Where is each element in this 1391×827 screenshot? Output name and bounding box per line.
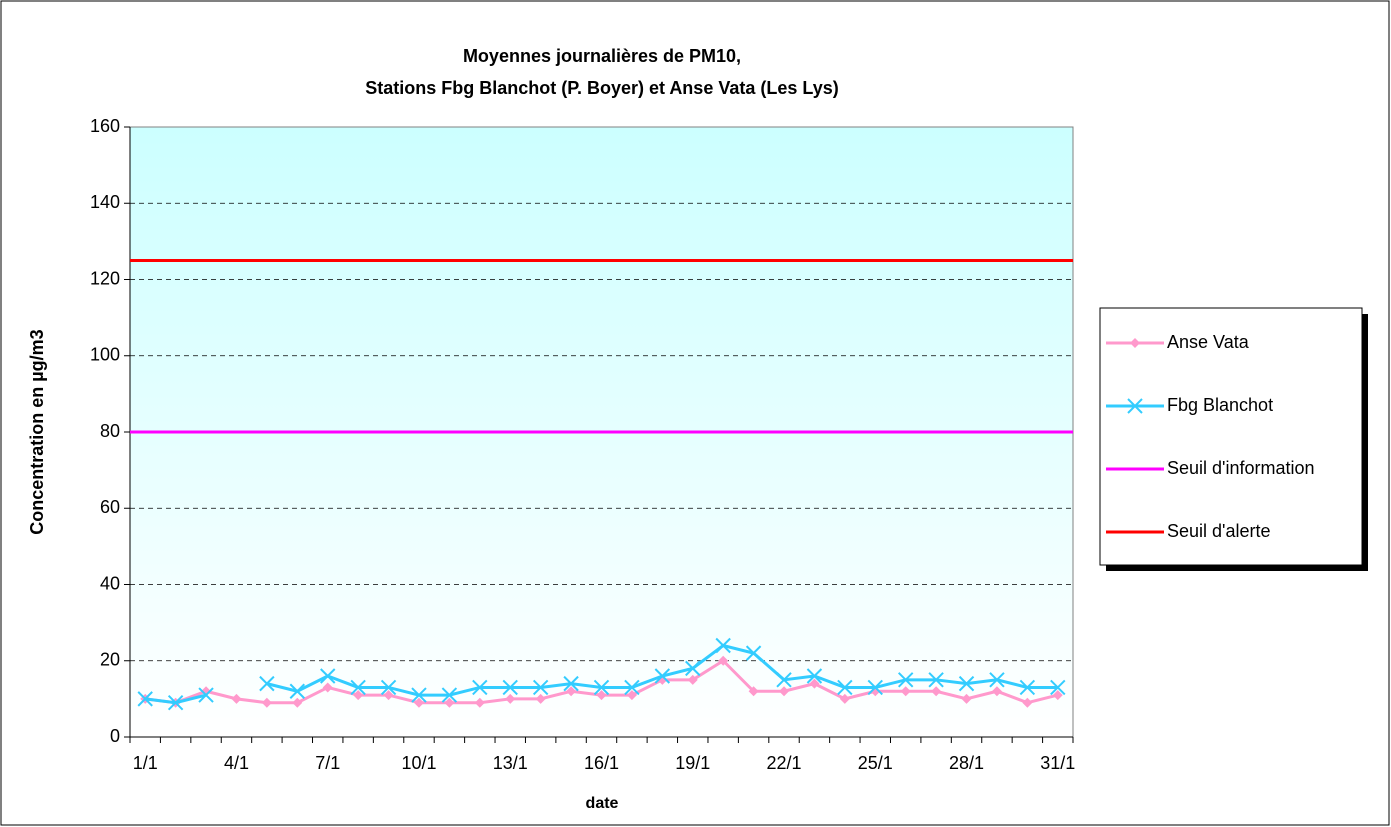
marker (472, 679, 488, 696)
marker (444, 697, 455, 708)
chart-subtitle: Stations Fbg Blanchot (P. Boyer) et Anse… (365, 78, 838, 98)
marker (593, 679, 610, 696)
x-tick-label: 22/1 (766, 753, 801, 773)
legend-label: Fbg Blanchot (1167, 395, 1273, 415)
marker (259, 675, 275, 692)
marker (776, 672, 792, 688)
legend-label: Seuil d'alerte (1167, 521, 1271, 541)
y-axis-label: Concentration en µg/m3 (27, 329, 47, 534)
marker (566, 686, 577, 697)
marker (839, 693, 850, 704)
x-tick-label: 19/1 (675, 753, 710, 773)
marker (413, 697, 424, 708)
marker (1019, 679, 1036, 696)
marker (718, 655, 729, 666)
y-tick-label: 80 (100, 421, 120, 441)
marker (1022, 697, 1033, 708)
marker (806, 668, 823, 684)
marker (563, 675, 579, 692)
marker (1050, 679, 1066, 696)
marker (715, 637, 731, 654)
marker (654, 668, 671, 684)
x-tick-label: 28/1 (949, 753, 984, 773)
marker (991, 686, 1002, 697)
x-tick-label: 25/1 (858, 753, 893, 773)
x-tick-label: 31/1 (1040, 753, 1075, 773)
marker (322, 682, 333, 693)
legend-marker (1130, 338, 1140, 348)
marker (745, 645, 762, 661)
marker (380, 679, 397, 696)
marker (474, 697, 485, 708)
marker (685, 660, 701, 677)
marker (532, 679, 549, 696)
y-tick-label: 60 (100, 497, 120, 517)
marker (383, 690, 394, 701)
marker (989, 672, 1005, 688)
marker (137, 691, 153, 707)
x-tick-label: 13/1 (493, 753, 528, 773)
x-tick-label: 4/1 (224, 753, 249, 773)
legend-label: Anse Vata (1167, 332, 1250, 352)
x-axis-label: date (586, 795, 619, 812)
legend (1099, 307, 1363, 566)
marker (958, 675, 975, 692)
y-tick-label: 40 (100, 573, 120, 593)
marker (505, 693, 516, 704)
legend-marker (1127, 398, 1143, 414)
marker (961, 693, 972, 704)
marker (320, 668, 336, 684)
marker (837, 679, 853, 696)
marker (624, 679, 640, 696)
marker (687, 674, 698, 685)
marker (626, 690, 637, 701)
marker (350, 679, 366, 696)
marker (596, 690, 607, 701)
marker (1052, 690, 1063, 701)
y-tick-label: 140 (90, 192, 120, 212)
marker (779, 686, 790, 697)
marker (411, 687, 427, 703)
marker (441, 687, 458, 703)
marker (809, 678, 820, 689)
y-tick-label: 160 (90, 116, 120, 136)
marker (231, 693, 242, 704)
marker (535, 693, 546, 704)
x-tick-label: 1/1 (133, 753, 158, 773)
marker (289, 683, 306, 699)
marker (900, 686, 911, 697)
y-tick-label: 20 (100, 650, 120, 670)
x-tick-label: 7/1 (315, 753, 340, 773)
marker (353, 690, 364, 701)
marker (897, 672, 914, 688)
y-tick-label: 100 (90, 345, 120, 365)
marker (867, 679, 883, 696)
y-tick-label: 120 (90, 268, 120, 288)
marker (931, 686, 942, 697)
marker (748, 686, 759, 697)
legend-label: Seuil d'information (1167, 458, 1315, 478)
marker (261, 697, 272, 708)
x-tick-label: 16/1 (584, 753, 619, 773)
marker (928, 672, 944, 688)
y-tick-label: 0 (110, 726, 120, 746)
chart-title: Moyennes journalières de PM10, (463, 46, 741, 66)
x-tick-label: 10/1 (401, 753, 436, 773)
marker (198, 687, 214, 703)
marker (167, 694, 184, 711)
marker (292, 697, 303, 708)
marker (502, 679, 518, 696)
